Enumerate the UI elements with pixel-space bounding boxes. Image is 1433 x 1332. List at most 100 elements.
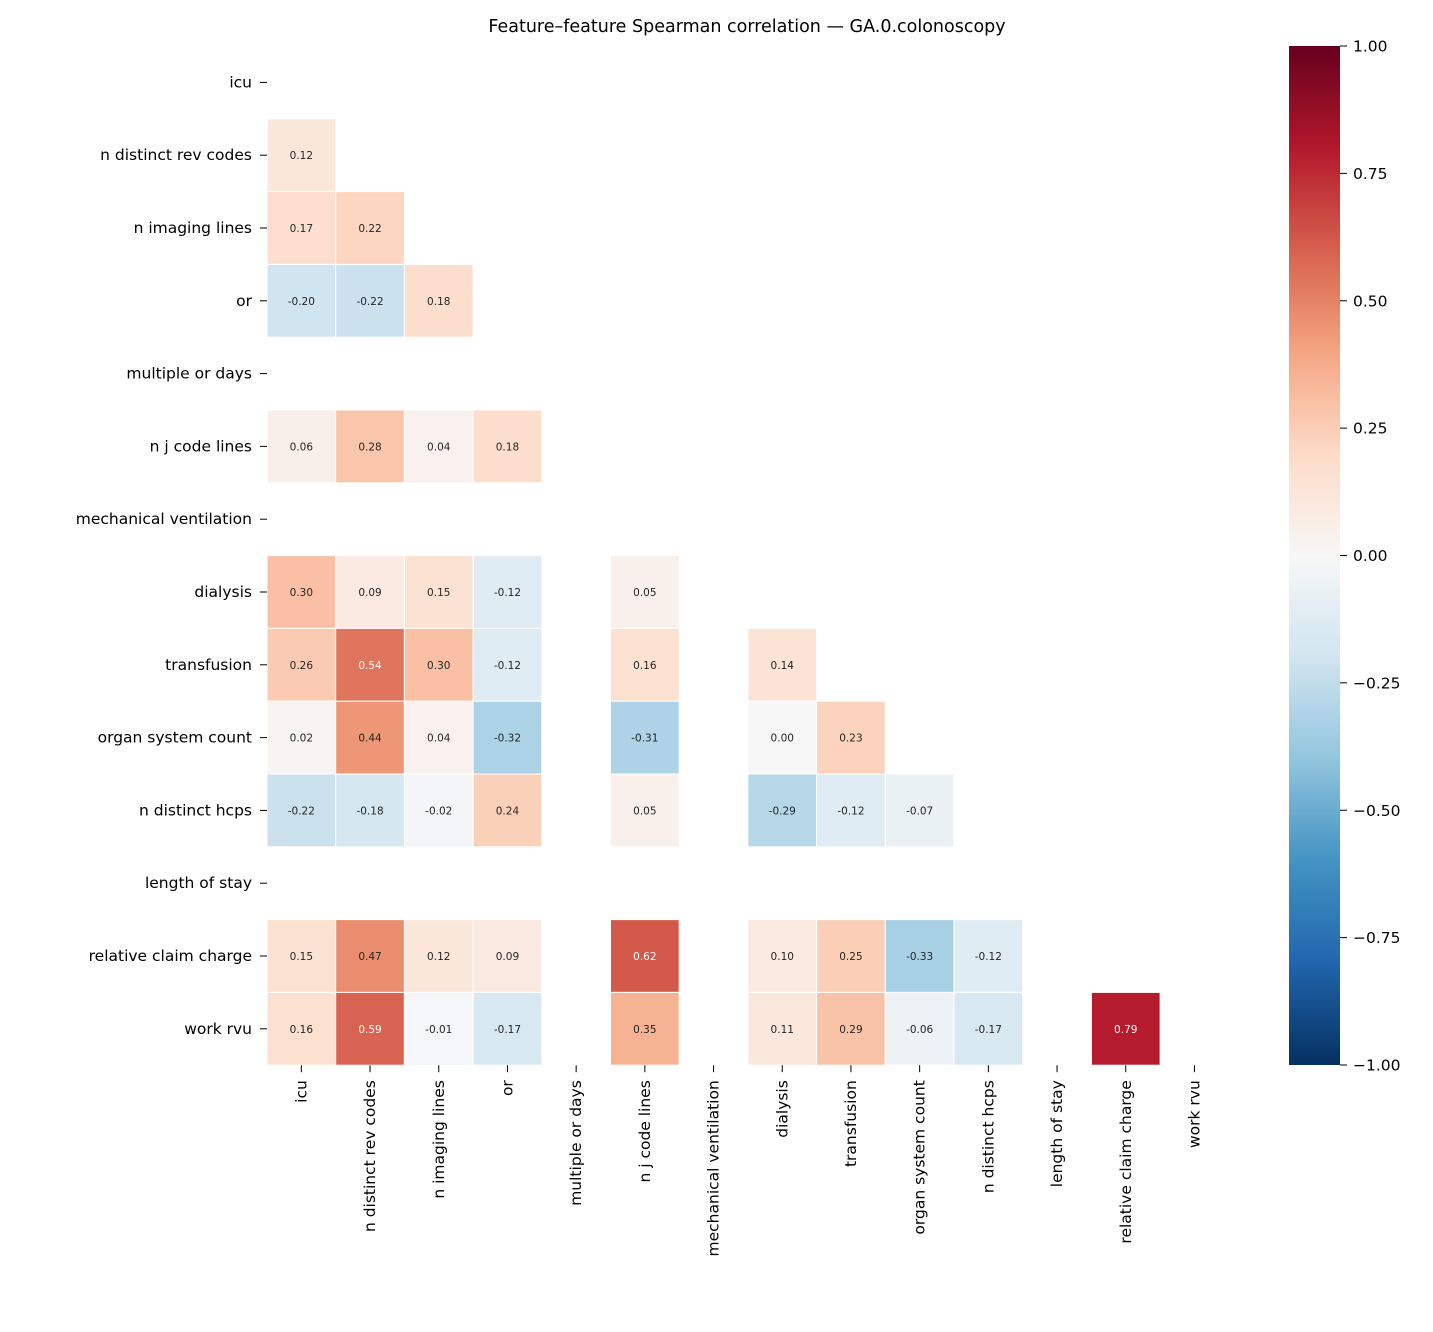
cell-label: 0.02	[290, 733, 313, 745]
heatmap-cell	[610, 700, 680, 775]
colorbar-tick-label: 0.00	[1353, 547, 1388, 565]
cell-label: -0.01	[425, 1024, 452, 1036]
cell-label: -0.02	[425, 805, 452, 817]
x-tick-label: transfusion	[842, 1080, 860, 1167]
chart-title: Feature–feature Spearman correlation — G…	[488, 17, 1005, 37]
heatmap-cell	[747, 627, 818, 702]
cell-label: 0.30	[290, 587, 313, 599]
cell-label: 0.22	[358, 223, 381, 235]
cell-label: 0.11	[771, 1024, 794, 1036]
heatmap-cell	[472, 773, 543, 848]
cell-label: -0.33	[906, 951, 933, 963]
colorbar-tick-label: −1.00	[1353, 1057, 1401, 1075]
cell-label: 0.00	[771, 733, 794, 745]
cell-label: 0.12	[427, 951, 450, 963]
cell-label: -0.22	[288, 805, 315, 817]
heatmap-cell	[472, 409, 543, 484]
cell-label: 0.24	[496, 805, 520, 817]
heatmap-cell	[610, 991, 680, 1066]
heatmap-cell	[335, 409, 405, 484]
colorbar-tick-label: 0.25	[1353, 420, 1388, 438]
y-tick-label: work rvu	[184, 1020, 252, 1038]
cell-label: -0.07	[906, 805, 933, 817]
cell-label: -0.29	[769, 805, 796, 817]
heatmap-cell	[747, 991, 818, 1066]
heatmap-cell	[953, 919, 1024, 993]
heatmap-cell	[816, 773, 886, 848]
heatmap-cell	[403, 991, 474, 1066]
cell-label: 0.35	[633, 1024, 656, 1036]
cell-label: 0.28	[358, 441, 381, 453]
heatmap-cell	[884, 773, 955, 848]
cell-label: -0.12	[837, 805, 864, 817]
colorbar	[1289, 46, 1340, 1065]
heatmap-cell	[266, 773, 337, 848]
cell-label: 0.23	[839, 733, 862, 745]
colorbar-tick-label: 0.75	[1353, 165, 1388, 183]
y-tick-label: relative claim charge	[89, 947, 252, 965]
cell-label: 0.62	[633, 951, 656, 963]
x-tick-label: n j code lines	[636, 1080, 654, 1182]
colorbar-ticks: −1.00 −0.75 −0.50 −0.25 0.00 0.25 0.50 0.75 1.00	[1340, 38, 1401, 1075]
y-tick-label: length of stay	[145, 874, 252, 892]
cell-label: 0.25	[839, 951, 862, 963]
cell-label: 0.29	[839, 1024, 862, 1036]
colorbar-tick-label: −0.75	[1353, 929, 1401, 947]
x-tick-label: work rvu	[1185, 1080, 1203, 1148]
cell-label: -0.31	[631, 733, 658, 745]
y-tick-label: organ system count	[98, 729, 252, 747]
y-tick-label: n j code lines	[150, 437, 252, 455]
heatmap-cell	[472, 991, 543, 1066]
colorbar-tick-label: −0.50	[1353, 802, 1401, 820]
heatmap-cell	[953, 991, 1024, 1066]
cell-label: 0.09	[496, 951, 519, 963]
x-axis: icu n distinct rev codes n imaging lines or…	[292, 1065, 1203, 1256]
heatmap-cell	[1090, 991, 1161, 1066]
heatmap-cell	[403, 263, 474, 338]
cell-label: 0.16	[290, 1024, 314, 1036]
cell-label: -0.22	[356, 296, 383, 308]
heatmap-cell	[266, 118, 337, 193]
heatmap-cell	[266, 700, 337, 775]
colorbar-tick-label: 1.00	[1353, 38, 1388, 56]
heatmap-cell	[266, 409, 337, 484]
heatmap-cell	[266, 263, 337, 338]
cell-label: -0.06	[906, 1024, 933, 1036]
heatmap-cell	[472, 919, 543, 993]
cell-label: 0.18	[427, 296, 450, 308]
y-tick-label: dialysis	[194, 583, 252, 601]
cell-label: 0.30	[427, 660, 450, 672]
cell-label: 0.04	[427, 733, 451, 745]
heatmap-cell	[403, 773, 474, 848]
cell-label: 0.05	[633, 805, 656, 817]
cell-label: 0.15	[290, 951, 313, 963]
heatmap-cell	[266, 191, 337, 265]
heatmap-cell	[266, 991, 337, 1066]
cell-label: 0.15	[427, 587, 450, 599]
heatmap-cell	[335, 263, 405, 338]
y-tick-label: or	[236, 292, 252, 310]
cell-label: -0.17	[975, 1024, 1002, 1036]
cell-label: 0.16	[633, 660, 657, 672]
y-tick-label: n imaging lines	[134, 219, 252, 237]
cell-label: 0.59	[358, 1024, 381, 1036]
cell-label: -0.18	[356, 805, 383, 817]
cell-label: 0.12	[290, 150, 313, 162]
heatmap-cell	[816, 919, 886, 993]
x-tick-label: or	[498, 1080, 516, 1096]
y-tick-label: transfusion	[165, 656, 252, 674]
heatmap-cell	[335, 700, 405, 775]
heatmap-cell	[335, 991, 405, 1066]
heatmap-cell	[472, 627, 543, 702]
heatmap-cell	[610, 773, 680, 848]
cell-label: 0.18	[496, 441, 519, 453]
y-axis: icu n distinct rev codes n imaging lines or…	[76, 73, 267, 1038]
heatmap-cells: 0.12 0.17 0.22 -0.20 -0.22 0.18 0.06 0.28 0.04 0.…	[266, 118, 1161, 1066]
heatmap-cell	[816, 700, 886, 775]
cell-label: -0.12	[975, 951, 1002, 963]
heatmap-cell	[335, 919, 405, 993]
heatmap-cell	[335, 191, 405, 265]
heatmap-cell	[472, 700, 543, 775]
y-tick-label: n distinct hcps	[139, 801, 252, 819]
